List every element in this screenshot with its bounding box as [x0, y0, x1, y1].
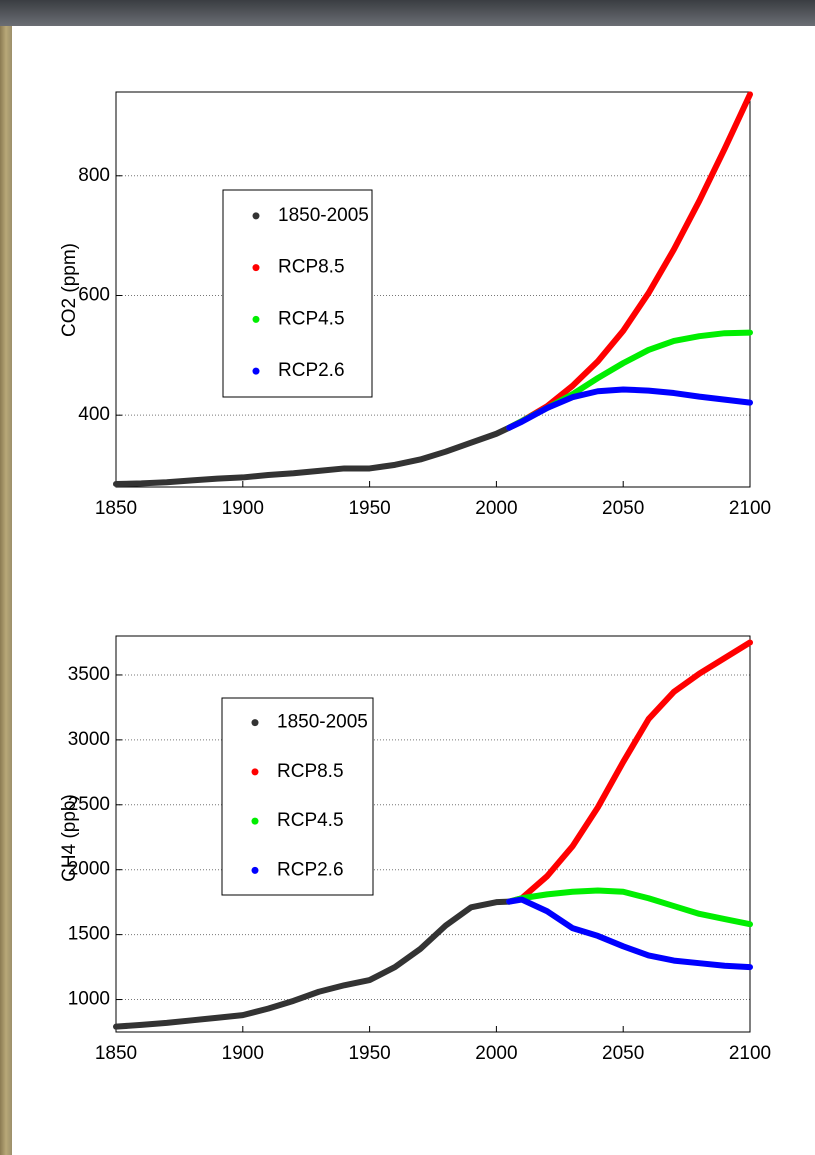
y-tick-label: 1500 — [68, 924, 110, 945]
x-tick-label: 2050 — [602, 498, 644, 519]
legend-marker — [252, 315, 260, 323]
y-tick-label: 800 — [78, 165, 110, 186]
y-tick-label: 2500 — [68, 794, 110, 815]
data-line — [506, 896, 753, 971]
data-line — [506, 639, 753, 905]
y-tick-label: 1000 — [68, 989, 110, 1010]
x-tick-label: 1850 — [95, 498, 137, 519]
x-tick-label: 1850 — [95, 1043, 137, 1064]
data-line — [506, 887, 753, 928]
legend-marker — [252, 264, 260, 272]
legend-marker — [252, 212, 260, 220]
legend-label: RCP2.6 — [278, 360, 345, 381]
panel — [12, 26, 815, 1155]
data-line — [506, 91, 753, 431]
legend-marker — [251, 817, 259, 825]
data-line — [506, 329, 753, 431]
legend-box — [222, 189, 373, 398]
x-tick-label: 2100 — [729, 498, 771, 519]
legend-label: RCP2.6 — [277, 859, 344, 880]
x-tick-label: 2000 — [475, 498, 517, 519]
plot-frame — [115, 91, 751, 488]
y-axis-label: CO2 (ppm) — [59, 243, 80, 337]
legend-marker — [251, 719, 259, 727]
y-tick-label: 400 — [78, 404, 110, 425]
data-line — [506, 386, 753, 431]
legend-label: RCP8.5 — [278, 257, 345, 278]
legend-marker — [251, 866, 259, 874]
y-tick-label: 600 — [78, 285, 110, 306]
legend-label: 1850-2005 — [278, 205, 369, 226]
x-tick-label: 1900 — [222, 498, 264, 519]
legend-label: RCP4.5 — [278, 308, 345, 329]
y-tick-label: 3500 — [68, 664, 110, 685]
legend-label: 1850-2005 — [277, 712, 368, 733]
x-tick-label: 2000 — [475, 1043, 517, 1064]
data-line — [113, 424, 513, 488]
chart: 400 600 800 1850 1900 1950 2000 2050 2100 CO2 (pp… — [59, 91, 771, 519]
legend-marker — [251, 768, 259, 776]
legend-label: RCP4.5 — [277, 810, 344, 831]
legend-marker — [252, 367, 260, 375]
data-line — [113, 898, 513, 1030]
window-edge — [0, 0, 815, 26]
x-tick-label: 2100 — [729, 1043, 771, 1064]
y-tick-label: 3000 — [68, 729, 110, 750]
x-tick-label: 2050 — [602, 1043, 644, 1064]
legend-box — [221, 697, 374, 896]
plot-frame — [115, 635, 751, 1033]
y-tick-label: 2000 — [68, 859, 110, 880]
y-axis-label: CH4 (ppb) — [59, 794, 80, 882]
x-tick-label: 1950 — [348, 498, 390, 519]
legend-label: RCP8.5 — [277, 761, 344, 782]
chart: 1000 1500 2000 2500 3000 3500 1850 1900 1950 2000… — [59, 635, 771, 1064]
x-tick-label: 1900 — [222, 1043, 264, 1064]
x-tick-label: 1950 — [348, 1043, 390, 1064]
